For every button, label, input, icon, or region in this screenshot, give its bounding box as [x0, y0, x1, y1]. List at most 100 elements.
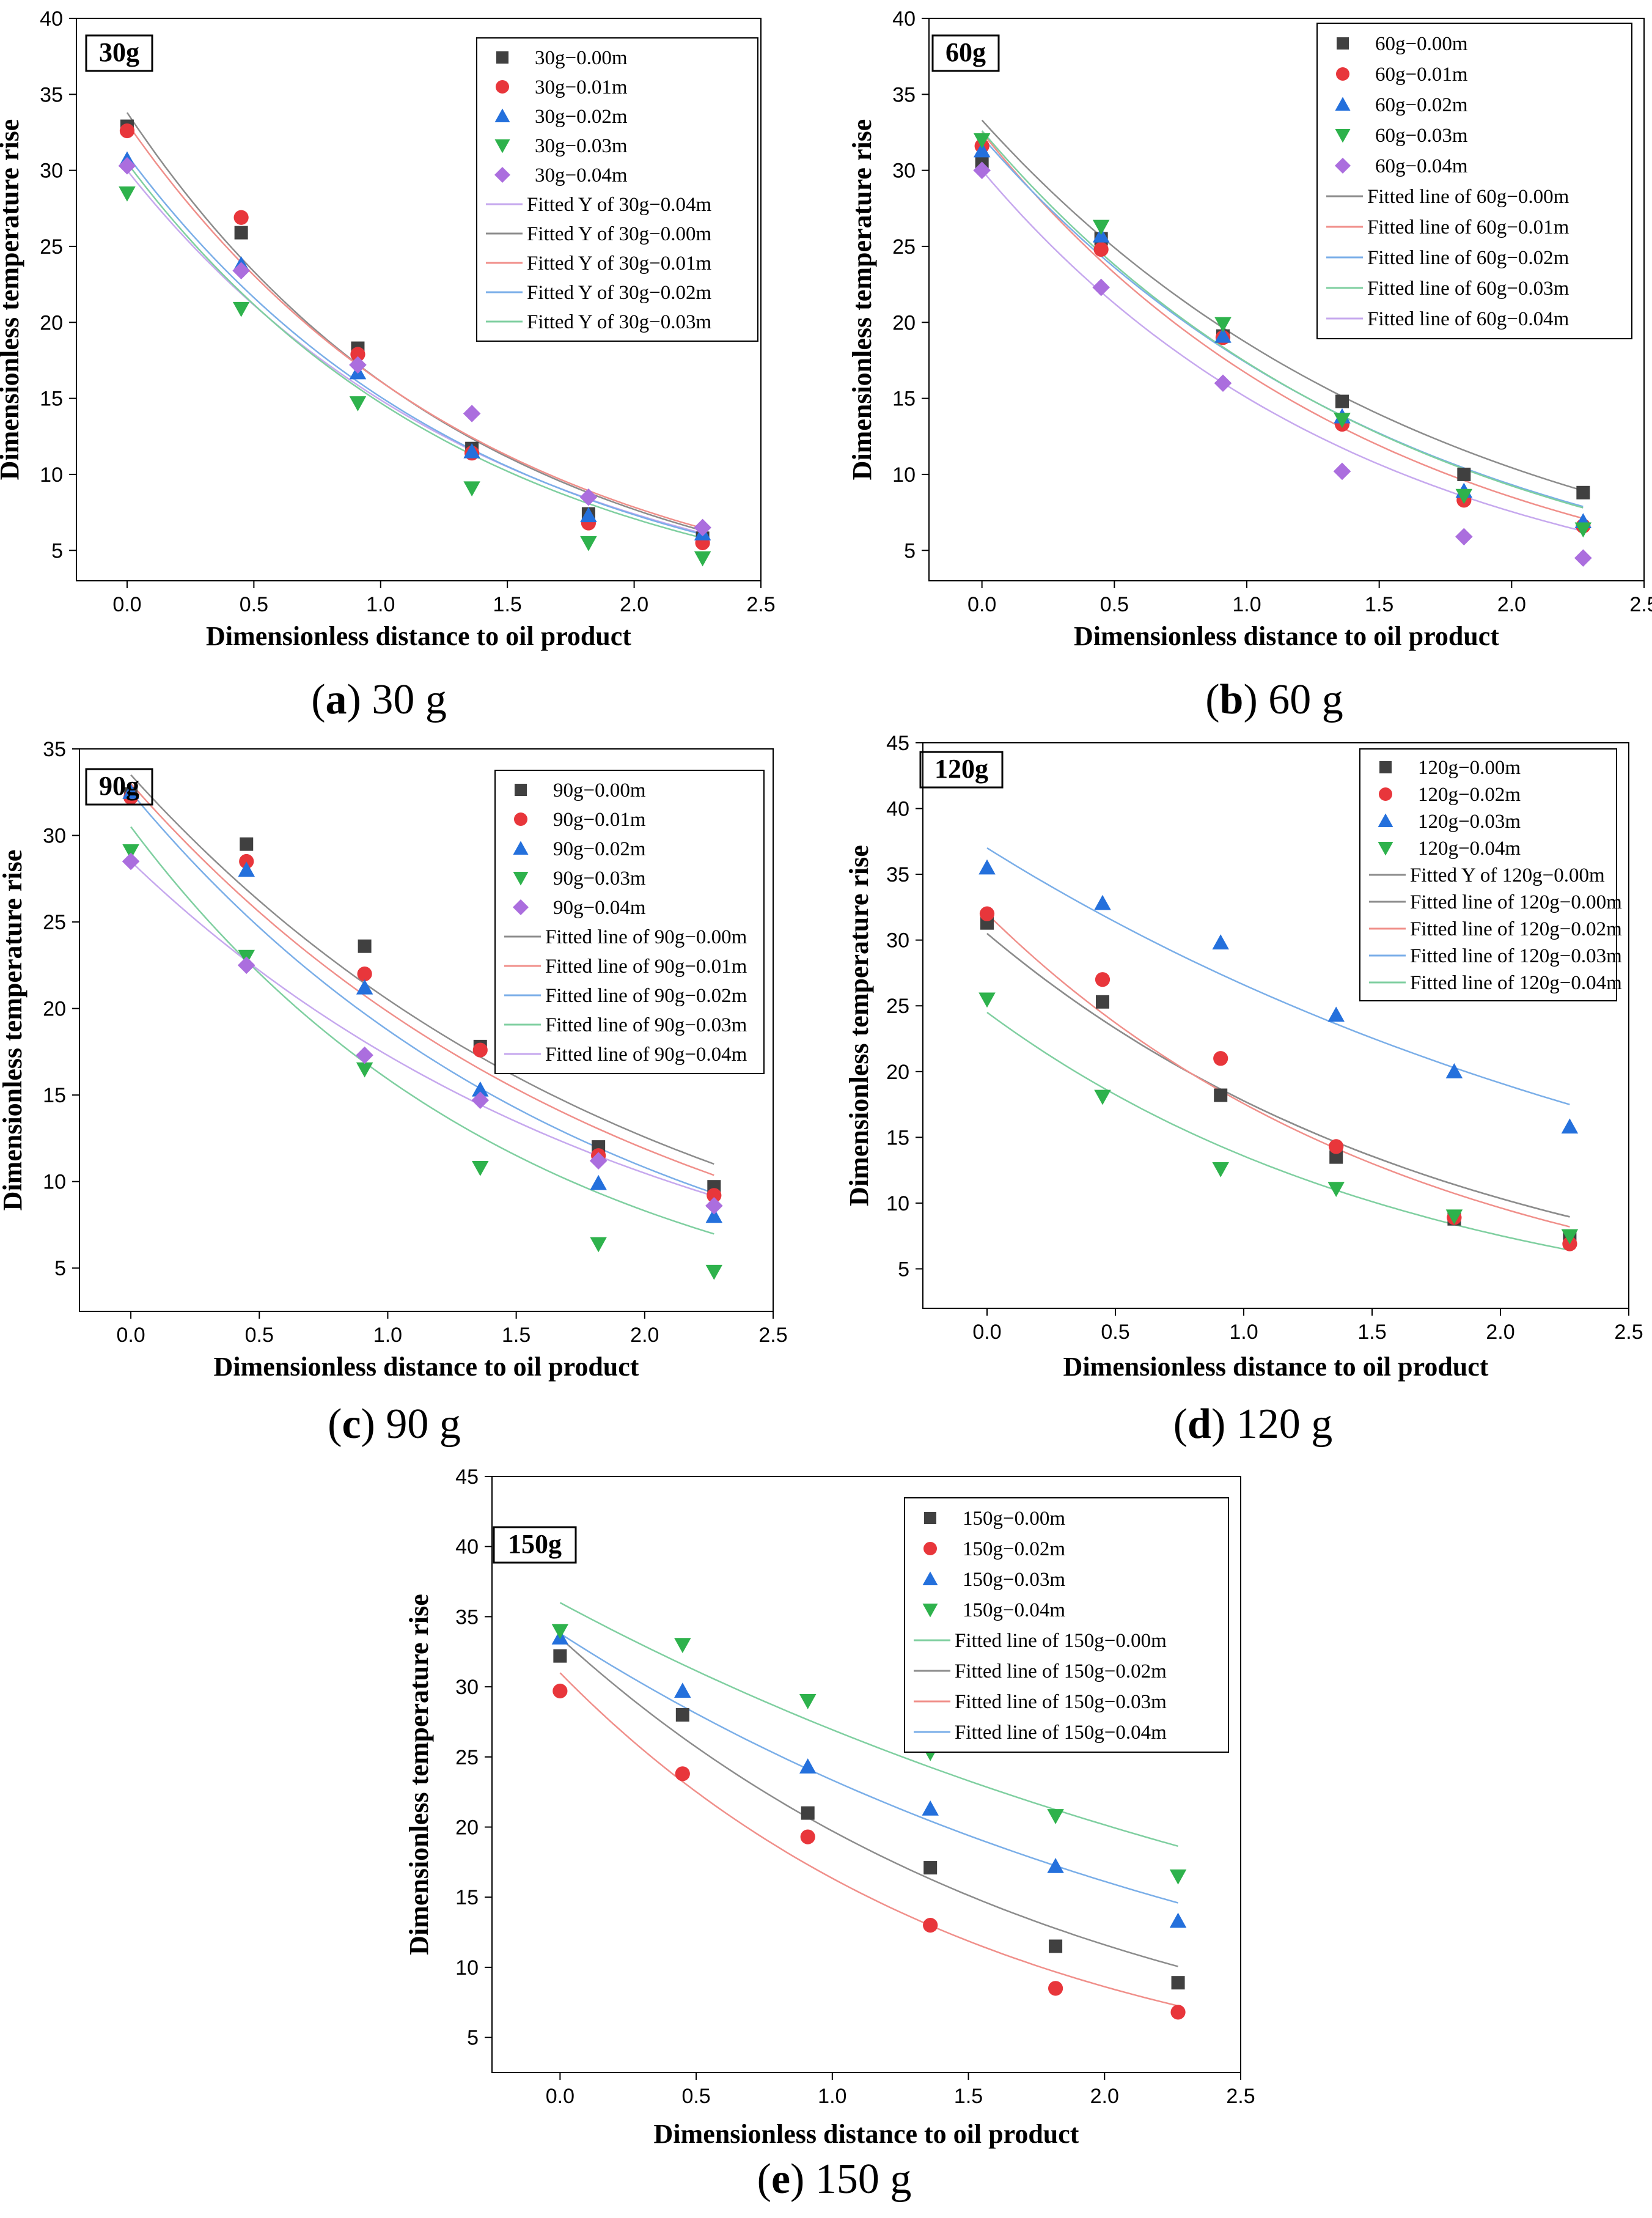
- fitted-curve: [986, 913, 1570, 1228]
- chart-panel-b: 0.0 0.5 1.0 1.5 2.0 2.5 5 10 15 20 25 30 35 40 Dimensi…: [847, 0, 1652, 734]
- data-point: [350, 347, 365, 362]
- data-point: [590, 1237, 607, 1253]
- chart-panel-d: 0.0 0.5 1.0 1.5 2.0 2.5 5 10 15 20 25 30 35 40 45 Dimen…: [844, 728, 1652, 1467]
- data-point: [472, 1081, 489, 1097]
- data-point: [1213, 1051, 1228, 1066]
- data-point: [1214, 374, 1232, 392]
- plot-frame: [922, 742, 1629, 1309]
- y-tick-label: 30: [43, 825, 66, 848]
- fitted-curve: [130, 774, 714, 1165]
- legend-label: 60g−0.02m: [1375, 94, 1468, 116]
- x-axis-label: Dimensionless distance to oil product: [1074, 621, 1499, 651]
- data-point: [707, 1188, 722, 1203]
- legend-label: 150g−0.02m: [963, 1538, 1065, 1560]
- data-point: [239, 853, 254, 869]
- legend-label: Fitted Y of 30g−0.00m: [527, 223, 711, 245]
- chart-panel-c: 0.0 0.5 1.0 1.5 2.0 2.5 5 10 15 20 25 30 35 Dimension…: [0, 734, 825, 1467]
- y-axis-label: Dimensionless temperature rise: [844, 845, 874, 1206]
- y-tick-label: 45: [455, 1465, 479, 1489]
- y-tick-label: 40: [886, 798, 909, 821]
- caption-a: (a) 30 g: [311, 676, 447, 723]
- data-point: [1094, 894, 1111, 910]
- legend-label: 150g−0.00m: [963, 1508, 1065, 1530]
- caption-label: 150 g: [815, 2156, 912, 2203]
- fitted-curve: [130, 791, 714, 1194]
- legend-marker: [1378, 813, 1393, 827]
- data-point: [357, 966, 372, 982]
- fitted-curve: [986, 932, 1570, 1218]
- legend-marker: [1335, 97, 1351, 111]
- data-point: [118, 157, 136, 175]
- caption-d: (d) 120 g: [1173, 1401, 1333, 1448]
- y-axis-label: Dimensionless temperature rise: [847, 119, 877, 481]
- data-point: [356, 979, 373, 995]
- legend-label: Fitted line of 60g−0.00m: [1367, 186, 1569, 208]
- legend-marker: [922, 1604, 938, 1618]
- y-tick-label: 25: [40, 235, 63, 259]
- legend-box: [904, 1497, 1229, 1753]
- data-point: [923, 1918, 938, 1933]
- data-point: [979, 906, 995, 921]
- caption-letter: e: [771, 2156, 791, 2203]
- data-point: [694, 518, 711, 537]
- y-tick-label: 10: [40, 463, 63, 487]
- legend-marker: [1335, 158, 1351, 174]
- legend-marker: [1336, 67, 1349, 81]
- legend-label: 120g−0.04m: [1418, 838, 1521, 860]
- chart-e: 0.0 0.5 1.0 1.5 2.0 2.5 5 10 15 20 25 30 35 40 45 Dimen…: [404, 1465, 1255, 2149]
- fitted-curve: [130, 783, 714, 1176]
- data-point: [705, 1197, 723, 1215]
- data-point: [471, 1091, 490, 1109]
- fitted-curve: [559, 1637, 1178, 1967]
- data-point: [1214, 317, 1232, 333]
- y-tick-label: 30: [892, 160, 916, 183]
- plot-frame: [79, 748, 774, 1312]
- legend-marker: [1335, 129, 1351, 143]
- fitted-curve: [986, 847, 1570, 1105]
- data-point: [1092, 278, 1110, 297]
- y-axis-label: Dimensionless temperature rise: [404, 1594, 434, 1955]
- legend-label: 90g−0.03m: [553, 868, 646, 890]
- x-tick-label: 1.5: [1357, 1321, 1386, 1344]
- y-tick-label: 20: [40, 311, 63, 334]
- legend-label: 120g−0.00m: [1418, 757, 1521, 779]
- y-tick-label: 10: [43, 1171, 66, 1194]
- caption-e: (e) 150 g: [757, 2156, 912, 2203]
- data-point: [1335, 394, 1349, 408]
- y-tick-label: 15: [455, 1886, 479, 1909]
- data-point: [237, 956, 255, 975]
- data-point: [356, 1062, 373, 1078]
- fitted-curve: [559, 1602, 1178, 1848]
- legend-label: 30g−0.04m: [535, 164, 628, 186]
- x-tick-label: 0.5: [245, 1324, 274, 1347]
- data-point: [349, 356, 367, 374]
- y-tick-label: 5: [898, 1258, 909, 1281]
- data-point: [122, 852, 140, 871]
- data-point: [472, 1042, 488, 1058]
- y-tick-label: 20: [892, 311, 916, 334]
- data-point: [694, 551, 711, 567]
- x-tick-label: 0.5: [681, 2085, 710, 2108]
- x-tick-label: 1.5: [493, 593, 522, 616]
- data-point: [705, 1264, 723, 1280]
- caption-letter: b: [1219, 676, 1244, 723]
- legend-label: Fitted line of 120g−0.02m: [1410, 918, 1622, 940]
- fitted-curve: [981, 119, 1584, 492]
- data-point: [1455, 528, 1473, 546]
- x-tick-label: 2.5: [1614, 1321, 1643, 1344]
- legend-marker: [1378, 842, 1393, 856]
- y-tick-label: 40: [892, 7, 916, 31]
- legend-label: Fitted line of 150g−0.03m: [955, 1691, 1167, 1713]
- legend-label: 60g−0.00m: [1375, 33, 1468, 55]
- data-point: [472, 1161, 489, 1176]
- caption-b: (b) 60 g: [1205, 676, 1343, 723]
- legend-label: Fitted line of 120g−0.04m: [1410, 972, 1622, 994]
- data-point: [675, 1708, 689, 1722]
- caption-label: 60 g: [1268, 676, 1343, 723]
- y-tick-label: 40: [455, 1536, 479, 1559]
- y-tick-label: 5: [904, 539, 916, 562]
- legend-label: 120g−0.03m: [1418, 811, 1521, 833]
- y-tick-label: 25: [455, 1746, 479, 1769]
- data-point: [1574, 549, 1592, 567]
- data-point: [800, 1829, 815, 1844]
